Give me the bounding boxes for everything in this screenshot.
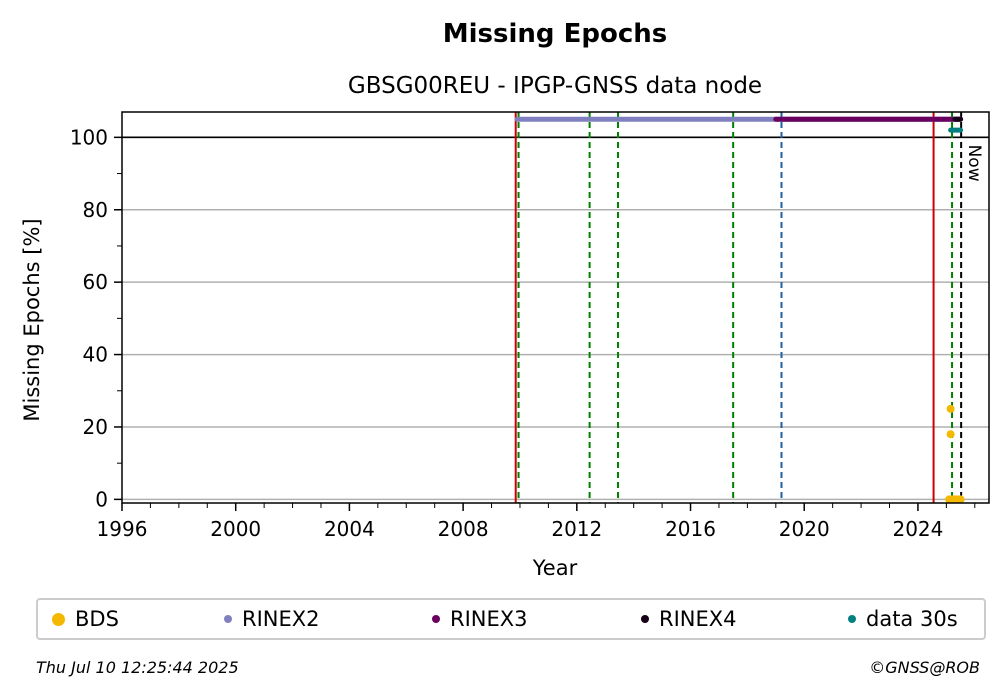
legend-label-rinex4: RINEX4 <box>659 607 737 631</box>
legend-marker-bds <box>52 612 65 626</box>
now-label: Now <box>964 145 984 182</box>
series-point-bds-0 <box>946 404 955 413</box>
legend-item-rinex3: RINEX3 <box>432 600 528 638</box>
footer-timestamp: Thu Jul 10 12:25:44 2025 <box>36 658 239 677</box>
legend-marker-data-30s <box>848 615 856 623</box>
series-point-bds-6 <box>956 495 965 504</box>
x-tick-label-2000: 2000 <box>210 517 261 541</box>
x-tick-label-1996: 1996 <box>97 517 148 541</box>
axes: 1996 2000 2004 2008 2012 2016 2020 2024 0 20 40 60 8… <box>70 125 976 541</box>
footer-copyright: ©GNSS@ROB <box>869 658 980 677</box>
legend-item-bds: BDS <box>52 600 119 638</box>
x-tick-label-2016: 2016 <box>665 517 716 541</box>
legend-marker-rinex3 <box>432 615 440 623</box>
y-tick-label-0: 0 <box>95 487 108 511</box>
legend-marker-rinex4 <box>641 615 649 623</box>
y-tick-label-100: 100 <box>70 125 108 149</box>
series-point-bds-1 <box>946 430 955 439</box>
x-tick-label-2024: 2024 <box>892 517 943 541</box>
legend-label-rinex2: RINEX2 <box>242 607 320 631</box>
legend-label-bds: BDS <box>75 607 119 631</box>
y-tick-label-60: 60 <box>83 270 108 294</box>
legend-label-rinex3: RINEX3 <box>450 607 528 631</box>
chart-title: Missing Epochs <box>443 19 667 49</box>
gridlines <box>122 136 989 501</box>
x-axis-label: Year <box>532 556 578 580</box>
data-series <box>514 116 965 504</box>
y-tick-label-40: 40 <box>83 343 108 367</box>
y-tick-label-20: 20 <box>83 415 108 439</box>
x-tick-label-2008: 2008 <box>438 517 489 541</box>
x-tick-label-2004: 2004 <box>324 517 375 541</box>
chart-subtitle: GBSG00REU - IPGP-GNSS data node <box>348 73 762 99</box>
y-tick-label-80: 80 <box>83 198 108 222</box>
plot-frame <box>121 111 990 504</box>
legend-item-rinex2: RINEX2 <box>224 600 320 638</box>
legend-item-rinex4: RINEX4 <box>641 600 737 638</box>
x-tick-label-2012: 2012 <box>551 517 602 541</box>
legend-item-data-30s: data 30s <box>848 600 958 638</box>
legend: BDS RINEX2 RINEX3 RINEX4 data 30s <box>36 598 986 640</box>
legend-marker-rinex2 <box>224 615 232 623</box>
y-axis-label: Missing Epochs [%] <box>20 218 44 421</box>
x-tick-label-2020: 2020 <box>779 517 830 541</box>
legend-label-data-30s: data 30s <box>866 607 958 631</box>
event-lines <box>514 112 963 503</box>
